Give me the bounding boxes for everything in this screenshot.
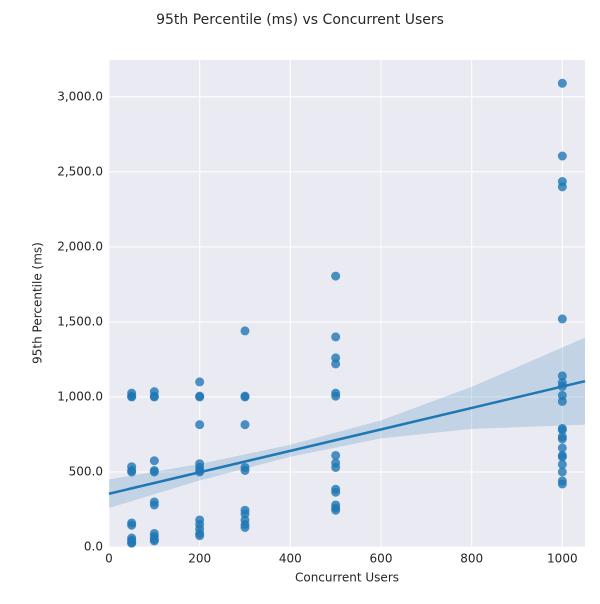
x-tick-label: 400 xyxy=(279,552,302,566)
point xyxy=(149,536,159,546)
point xyxy=(331,332,341,342)
y-tick-label: 1,000.0 xyxy=(57,389,103,403)
point xyxy=(557,151,567,161)
point xyxy=(240,522,250,532)
x-tick-label: 200 xyxy=(188,552,211,566)
point xyxy=(557,78,567,88)
point xyxy=(127,467,137,477)
point xyxy=(149,456,159,466)
x-tick-label: 1000 xyxy=(547,552,578,566)
chart-title: 95th Percentile (ms) vs Concurrent Users xyxy=(156,12,444,28)
point xyxy=(557,425,567,435)
point xyxy=(331,271,341,281)
point xyxy=(557,314,567,324)
y-tick-label: 500.0 xyxy=(69,464,103,478)
x-tick-label: 600 xyxy=(370,552,393,566)
x-tick-label: 800 xyxy=(460,552,483,566)
trend-line xyxy=(108,379,586,495)
point xyxy=(195,392,205,402)
point xyxy=(149,392,159,402)
x-axis-label: Concurrent Users xyxy=(295,571,399,585)
point xyxy=(240,326,250,336)
point xyxy=(331,450,341,460)
y-tick-label: 3,000.0 xyxy=(57,89,103,103)
point xyxy=(149,500,159,510)
point xyxy=(240,465,250,475)
point xyxy=(127,392,137,402)
point xyxy=(195,420,205,430)
point xyxy=(557,443,567,453)
point xyxy=(557,467,567,477)
point xyxy=(557,479,567,489)
point xyxy=(331,487,341,497)
point xyxy=(557,182,567,192)
point xyxy=(240,420,250,430)
point xyxy=(240,392,250,402)
y-tick-label: 0.0 xyxy=(84,540,103,554)
point xyxy=(127,538,137,548)
point xyxy=(127,520,137,530)
y-tick-label: 2,000.0 xyxy=(57,239,103,253)
point xyxy=(331,359,341,369)
point xyxy=(557,459,567,469)
point xyxy=(331,462,341,472)
y-tick-label: 1,500.0 xyxy=(57,314,103,328)
point xyxy=(557,452,567,462)
point xyxy=(195,377,205,387)
point xyxy=(331,391,341,401)
point xyxy=(557,371,567,381)
x-tick-label: 0 xyxy=(105,552,113,566)
point xyxy=(195,531,205,541)
y-tick-label: 2,500.0 xyxy=(57,164,103,178)
point xyxy=(149,467,159,477)
point xyxy=(557,434,567,444)
plot-area xyxy=(109,60,585,547)
point xyxy=(557,396,567,406)
y-axis-label: 95th Percentile (ms) xyxy=(31,242,45,364)
point xyxy=(331,505,341,515)
